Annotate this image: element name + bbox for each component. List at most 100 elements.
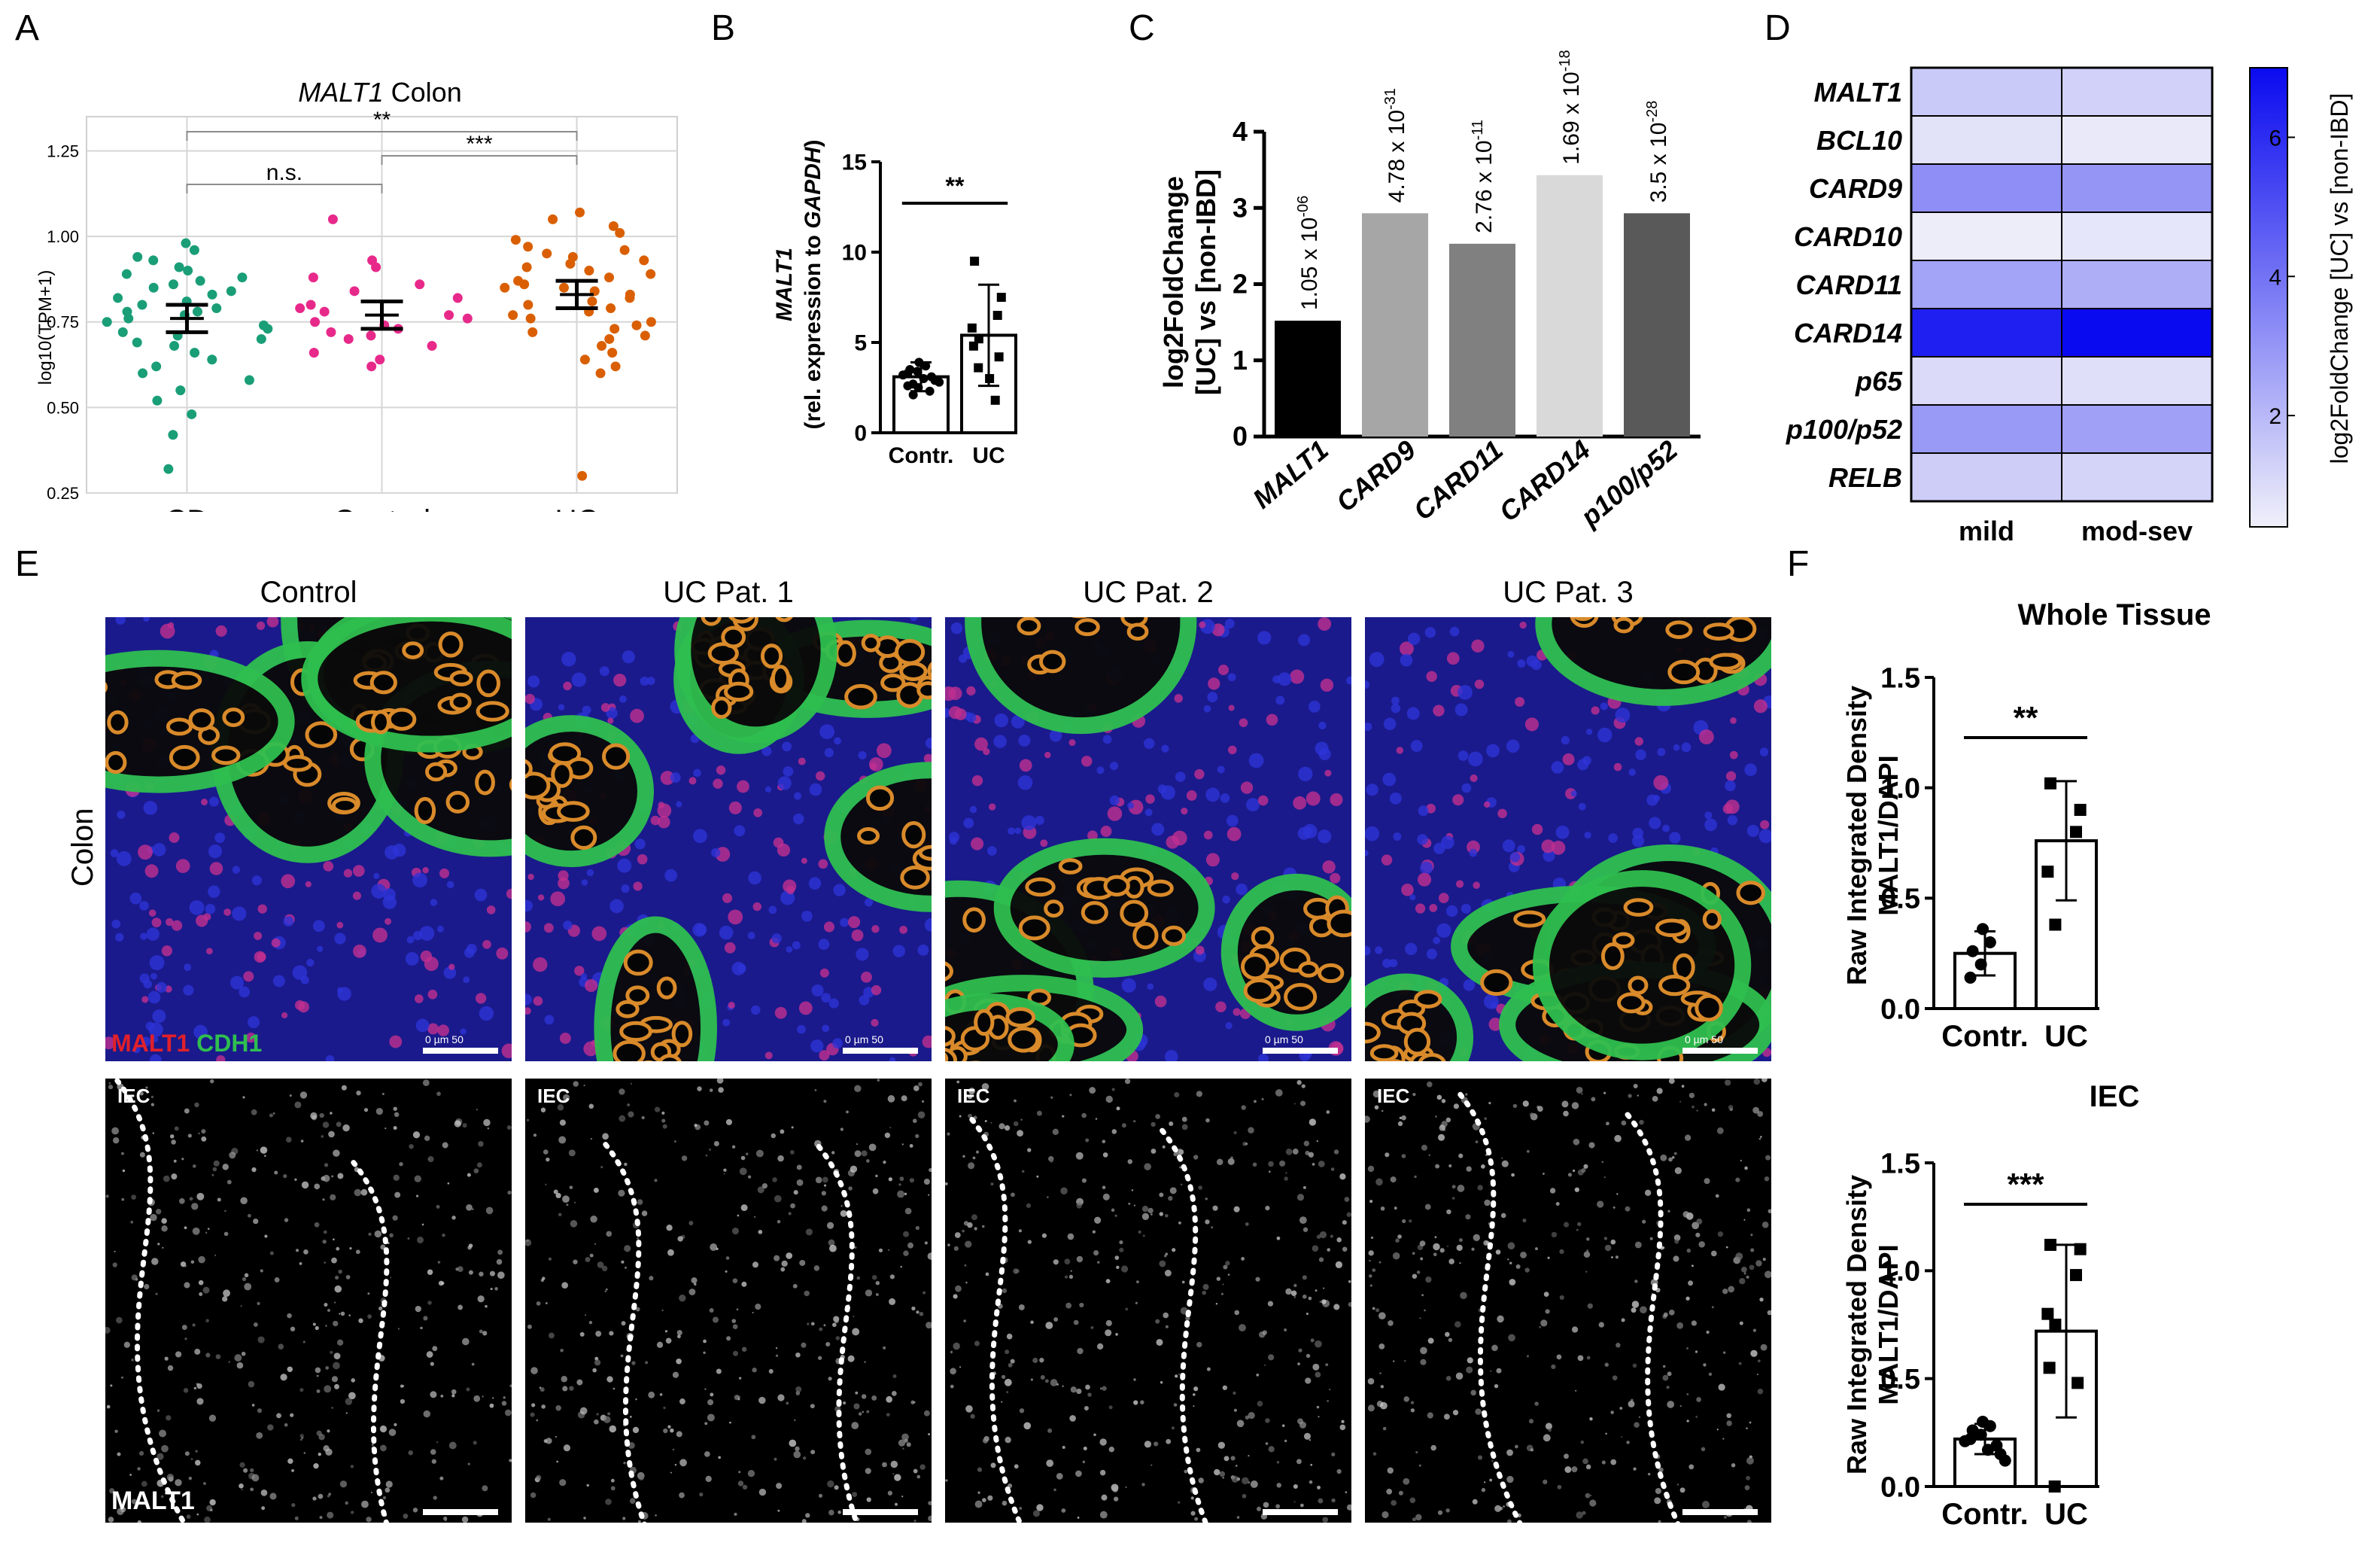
signal-speck (716, 1079, 724, 1084)
data-point (935, 377, 944, 387)
nucleus (1240, 781, 1254, 794)
signal-speck (1248, 1481, 1251, 1484)
signal-speck (1342, 1220, 1347, 1225)
signal-speck (737, 1398, 740, 1401)
signal-speck (1075, 1152, 1084, 1160)
signal-speck (866, 1159, 870, 1163)
signal-speck (1724, 1515, 1727, 1519)
signal-speck (1099, 1469, 1106, 1476)
nucleus (1561, 735, 1570, 745)
y-tick: 10 (842, 241, 867, 266)
signal-speck (1081, 1178, 1087, 1183)
nucleus (711, 847, 721, 858)
nucleus (1017, 775, 1033, 790)
signal-speck (1706, 1330, 1710, 1334)
signal-speck (350, 1511, 354, 1514)
nucleus (1417, 834, 1428, 845)
nucleus (148, 1022, 163, 1037)
signal-speck (1686, 1420, 1689, 1423)
signal-speck (981, 1225, 985, 1228)
signal-speck (840, 1205, 843, 1207)
signal-speck (184, 1451, 190, 1456)
signal-speck (1293, 1483, 1298, 1490)
nucleus (1315, 741, 1329, 756)
signal-speck (1293, 1501, 1296, 1503)
nucleus (1318, 829, 1332, 844)
signal-speck (1420, 1347, 1427, 1355)
signal-speck (629, 1498, 636, 1504)
signal-speck (901, 1496, 904, 1498)
signal-speck (420, 1326, 423, 1330)
nucleus (406, 936, 415, 944)
panel-a-point (595, 368, 606, 379)
goblet-cell (894, 639, 926, 665)
signal-speck (393, 1126, 397, 1130)
signal-speck (322, 1239, 327, 1244)
signal-speck (916, 1310, 919, 1314)
signal-speck (890, 1460, 898, 1468)
panel-c-pvalue: 1.69 x 10-18 (1557, 50, 1584, 164)
signal-speck (314, 1183, 321, 1190)
signal-speck (625, 1266, 627, 1269)
signal-speck (108, 1082, 111, 1085)
nucleus (1502, 839, 1515, 853)
goblet-cell (1327, 909, 1351, 938)
signal-speck (1491, 1460, 1494, 1462)
signal-speck (780, 1129, 785, 1134)
nucleus (501, 1043, 512, 1058)
signal-speck (1069, 1094, 1072, 1097)
signal-speck (1101, 1494, 1108, 1501)
nucleus (1160, 785, 1175, 800)
nucleus (910, 617, 918, 622)
panel-d-colorbar-label: log2FoldChange [UC] vs [non-IBD] (2326, 93, 2353, 464)
data-point (908, 390, 918, 400)
panel-a-point (604, 333, 615, 344)
nucleus (949, 832, 960, 843)
panel-a-point (639, 255, 649, 266)
signal-speck (1299, 1216, 1307, 1225)
signal-speck (122, 1169, 126, 1173)
nucleus (821, 993, 831, 1003)
signal-speck (321, 1135, 324, 1138)
signal-speck (679, 1492, 685, 1499)
panel-a-point (619, 245, 630, 255)
signal-speck (1682, 1211, 1689, 1218)
signal-speck (315, 1367, 321, 1374)
nucleus (214, 832, 226, 844)
signal-speck (1085, 1138, 1090, 1143)
signal-speck (261, 1506, 266, 1511)
signal-speck (718, 1087, 724, 1093)
signal-speck (478, 1141, 484, 1147)
nucleus (1266, 714, 1278, 726)
signal-speck (955, 1285, 962, 1292)
crypt (965, 617, 1197, 735)
nucleus (1746, 824, 1759, 837)
signal-speck (976, 1150, 980, 1154)
signal-speck (467, 1173, 471, 1177)
goblet-cell (222, 707, 245, 728)
signal-speck (1096, 1343, 1104, 1350)
signal-speck (883, 1161, 886, 1164)
goblet-cell (1667, 659, 1701, 685)
signal-speck (1172, 1248, 1176, 1252)
signal-speck (1582, 1511, 1586, 1515)
signal-speck (302, 1340, 305, 1343)
signal-speck (573, 1259, 578, 1264)
signal-speck (1318, 1498, 1324, 1504)
signal-speck (1262, 1330, 1267, 1335)
nucleus (166, 917, 174, 927)
signal-speck (1416, 1270, 1421, 1274)
signal-speck (1193, 1155, 1199, 1160)
signal-speck (674, 1463, 677, 1466)
goblet-cell (1665, 620, 1693, 639)
iec-boundary (1457, 1091, 1523, 1523)
signal-speck (1284, 1439, 1287, 1443)
signal-speck (497, 1249, 503, 1255)
signal-speck (1242, 1141, 1247, 1146)
nucleus (257, 904, 267, 914)
signal-speck (1663, 1312, 1668, 1317)
nucleus (621, 884, 630, 893)
signal-speck (710, 1392, 714, 1397)
signal-speck (360, 1188, 368, 1196)
signal-speck (858, 1412, 862, 1416)
